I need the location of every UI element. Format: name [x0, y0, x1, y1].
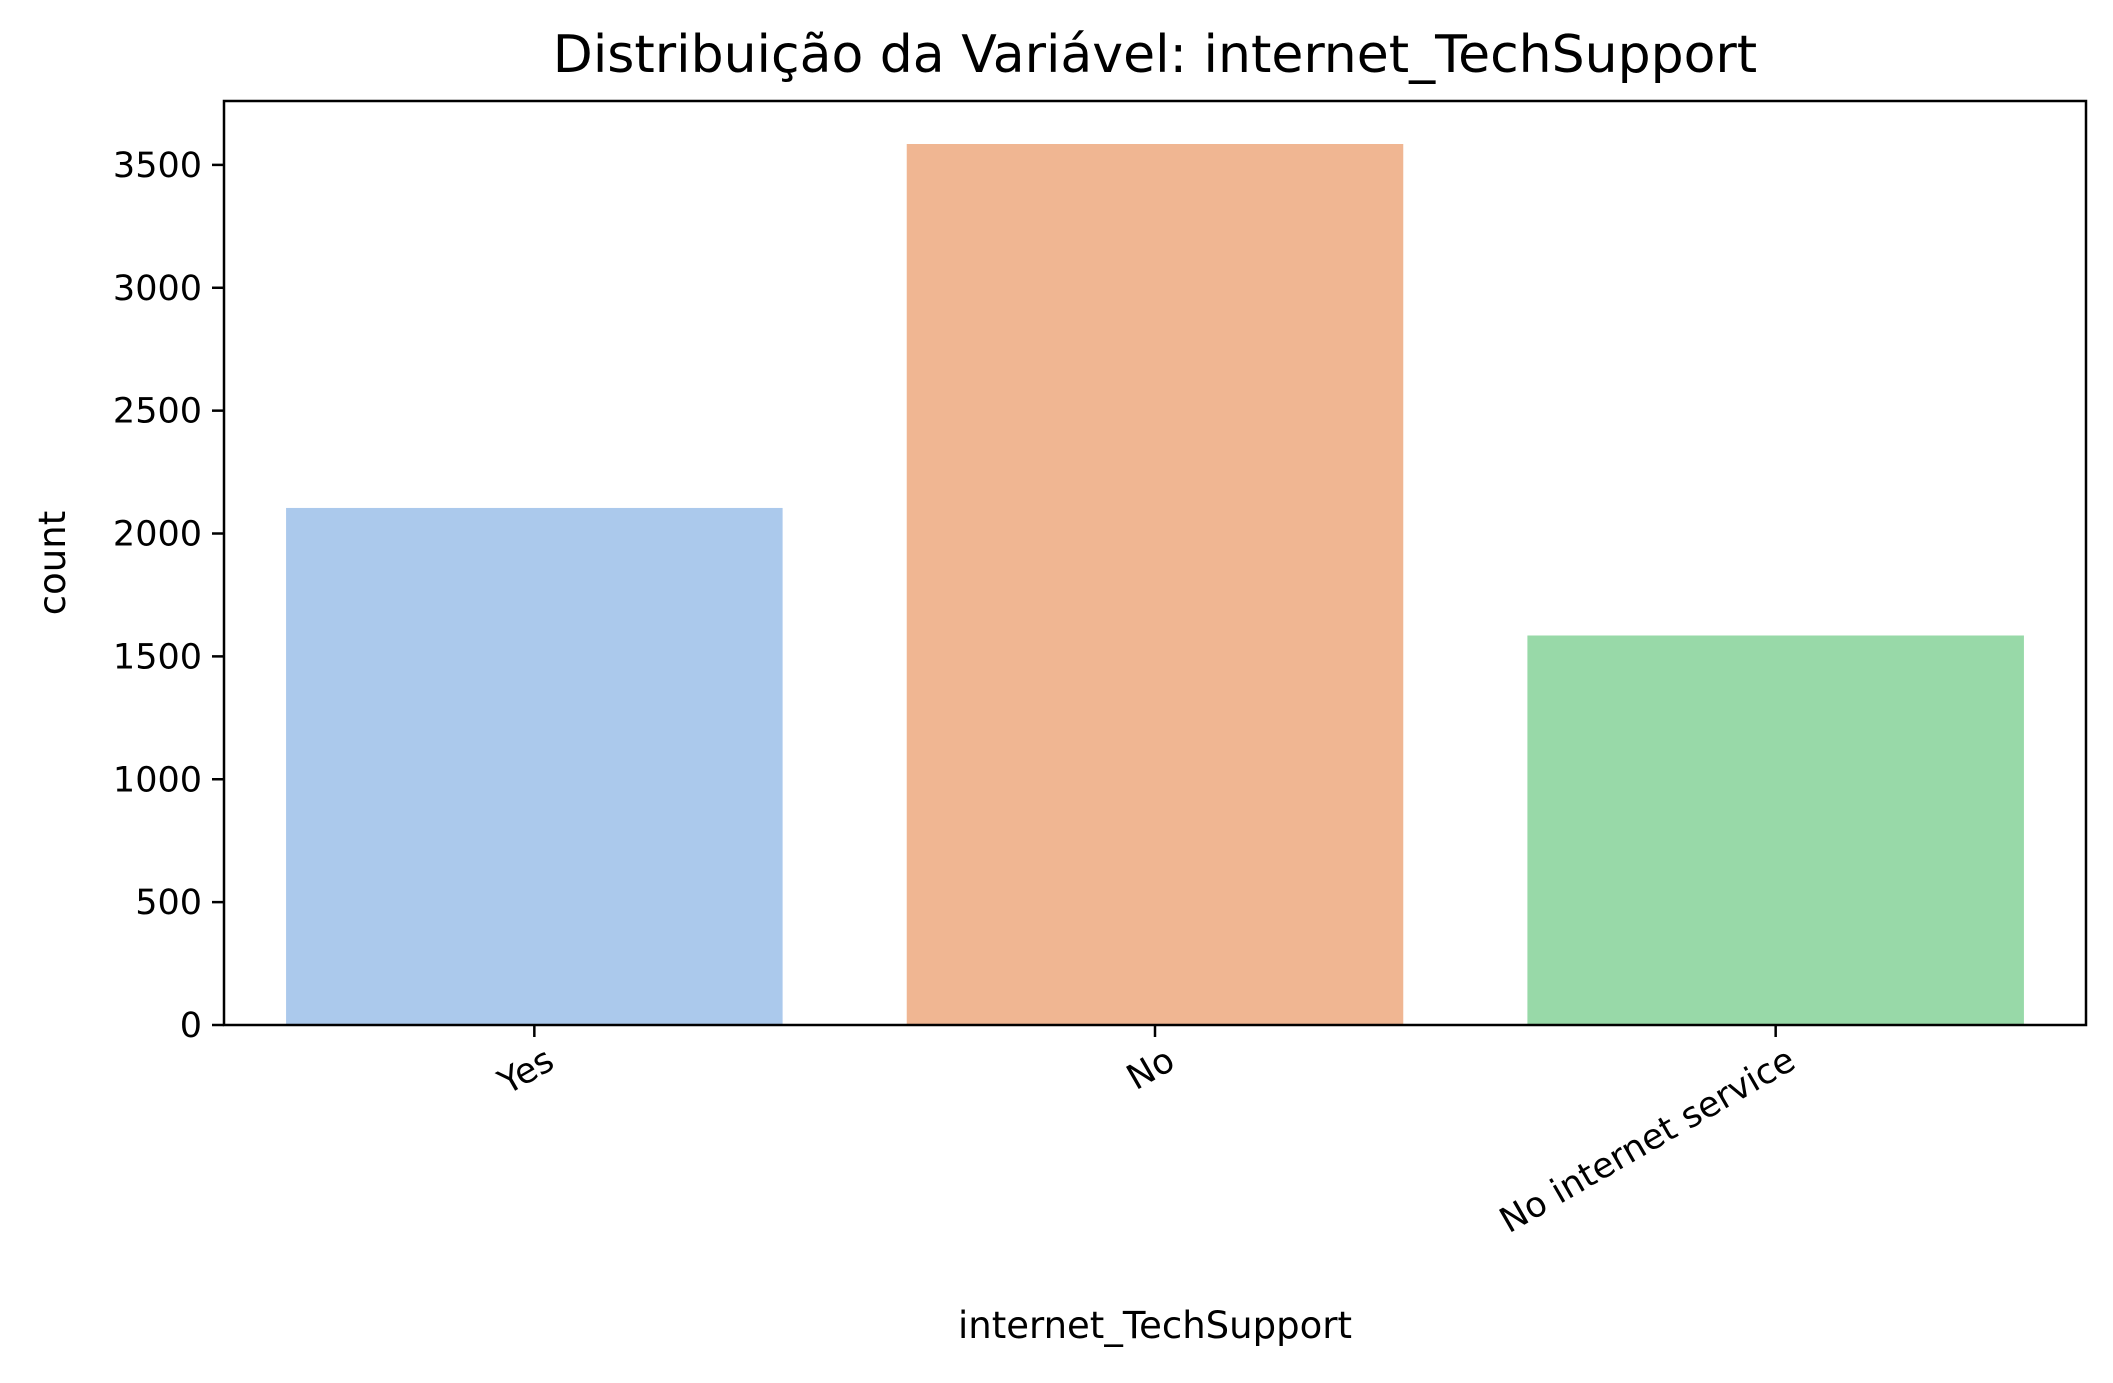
y-tick-label: 3500: [113, 146, 202, 186]
bar-yes: [286, 507, 783, 1025]
x-axis-label: internet_TechSupport: [958, 1304, 1352, 1347]
bar-no: [906, 144, 1404, 1026]
bars-layer: [286, 144, 2024, 1026]
y-tick-label: 500: [135, 883, 202, 923]
y-tick-label: 0: [180, 1006, 202, 1046]
y-axis-label: count: [31, 511, 74, 615]
plot-frame: [222, 99, 2088, 1027]
y-tick-label: 2500: [113, 392, 202, 432]
chart-title: Distribuição da Variável: internet_TechS…: [553, 25, 1757, 85]
y-tick-label: 1500: [113, 637, 202, 677]
y-tick-label: 1000: [113, 760, 202, 800]
y-tick-label: 2000: [113, 515, 202, 555]
y-axis: 0 500 1000 1500 2000 2500 3000 3500: [113, 146, 224, 1046]
y-tick-label: 3000: [113, 269, 202, 309]
bar-no-internet-service: [1527, 635, 2024, 1025]
